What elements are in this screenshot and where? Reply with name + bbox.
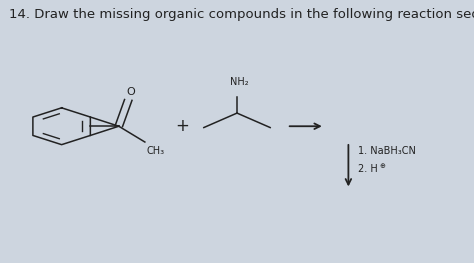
- Text: 14. Draw the missing organic compounds in the following reaction sequence. (5): 14. Draw the missing organic compounds i…: [9, 8, 474, 21]
- Text: 2. H: 2. H: [358, 164, 378, 174]
- Text: ⊕: ⊕: [379, 163, 385, 169]
- Text: O: O: [126, 87, 135, 97]
- Text: +: +: [175, 117, 190, 135]
- Text: CH₃: CH₃: [147, 146, 165, 156]
- Text: 1. NaBH₃CN: 1. NaBH₃CN: [358, 146, 416, 156]
- Text: NH₂: NH₂: [230, 77, 249, 87]
